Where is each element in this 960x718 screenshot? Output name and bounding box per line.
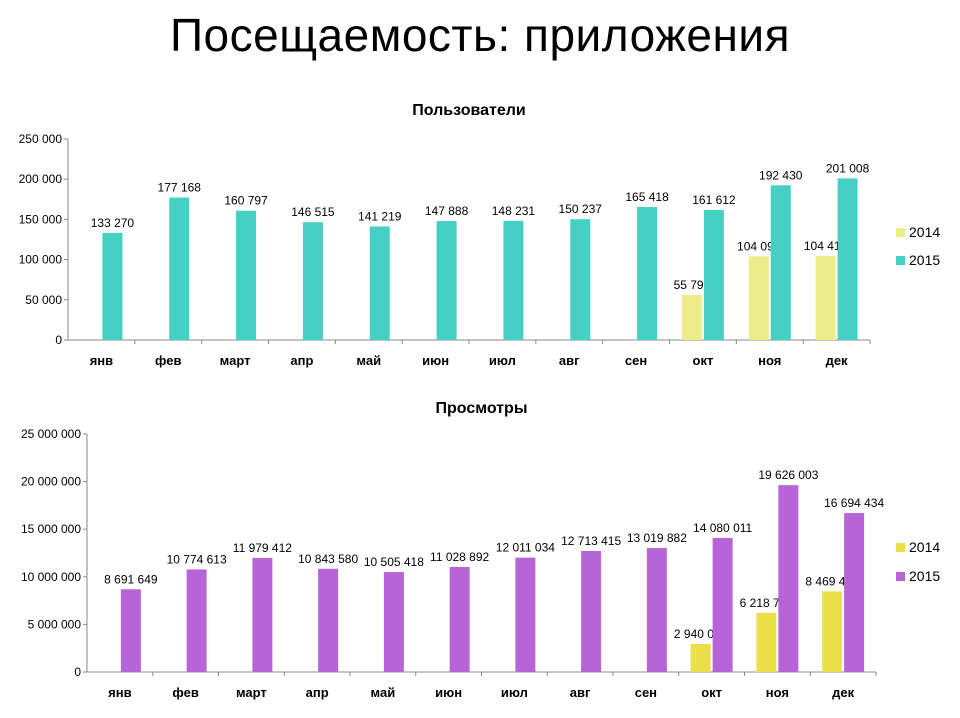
users-x-tick-label: дек	[826, 353, 848, 368]
users-x-tick-label: июн	[422, 353, 449, 368]
users-legend-label-2015: 2015	[909, 252, 940, 268]
users-y-tick-label: 50 000	[25, 293, 62, 307]
users-legend-label-2014: 2014	[909, 224, 940, 240]
users-data-label-2015: 177 168	[158, 181, 202, 195]
users-bar-2015-сен	[637, 207, 658, 340]
users-chart-title: Пользователи	[412, 102, 525, 119]
users-bar-2015-ноя	[770, 185, 791, 340]
users-data-label-2015: 165 418	[625, 190, 669, 204]
users-x-tick-label: янв	[90, 353, 113, 368]
users-y-tick-label: 150 000	[19, 212, 63, 226]
users-bar-2015-дек	[837, 178, 858, 340]
users-data-label-2015: 160 797	[224, 194, 268, 208]
users-bar-2015-янв	[102, 232, 123, 340]
users-bar-2015-май	[369, 226, 390, 340]
users-data-label-2015: 133 270	[91, 216, 135, 230]
users-bar-2015-март	[236, 210, 257, 340]
users-x-tick-label: апр	[290, 353, 313, 368]
users-x-tick-label: авг	[559, 353, 580, 368]
users-bar-2014-ноя	[748, 256, 769, 340]
users-x-tick-label: ноя	[758, 353, 781, 368]
users-x-tick-label: май	[356, 353, 381, 368]
users-data-label-2015: 150 237	[559, 202, 603, 216]
users-legend-swatch-2015	[896, 256, 905, 265]
page-title: Посещаемость: приложения	[169, 9, 791, 61]
users-bar-2015-июн	[436, 221, 457, 340]
users-y-tick-label: 100 000	[19, 253, 63, 267]
users-bar-2015-апр	[302, 222, 323, 340]
users-data-label-2014: 55 796	[674, 278, 711, 292]
users-x-tick-label: фев	[155, 353, 181, 368]
users-bar-2015-окт	[703, 210, 724, 340]
users-x-tick-label: сен	[625, 353, 647, 368]
users-x-tick-label: март	[220, 353, 251, 368]
users-bar-2015-фев	[169, 197, 190, 340]
users-x-tick-label: окт	[693, 353, 714, 368]
users-data-label-2015: 201 008	[826, 161, 870, 175]
users-legend-swatch-2014	[896, 228, 905, 237]
users-y-tick-label: 250 000	[19, 132, 63, 146]
users-data-label-2015: 192 430	[759, 168, 803, 182]
users-data-label-2015: 148 231	[492, 204, 536, 218]
users-data-label-2015: 146 515	[291, 205, 335, 219]
users-bar-2014-окт	[681, 295, 702, 340]
users-bar-2015-авг	[570, 219, 591, 340]
users-y-tick-label: 200 000	[19, 172, 63, 186]
users-y-tick-label: 0	[55, 333, 62, 347]
users-x-tick-label: июл	[489, 353, 516, 368]
users-data-label-2015: 141 219	[358, 209, 402, 223]
users-data-label-2015: 147 888	[425, 204, 469, 218]
users-data-label-2014: 104 096	[737, 239, 781, 253]
users-data-label-2014: 104 418	[804, 239, 848, 253]
users-bar-2014-дек	[815, 256, 836, 340]
users-data-label-2015: 161 612	[692, 193, 736, 207]
users-bar-2015-июл	[503, 220, 524, 340]
